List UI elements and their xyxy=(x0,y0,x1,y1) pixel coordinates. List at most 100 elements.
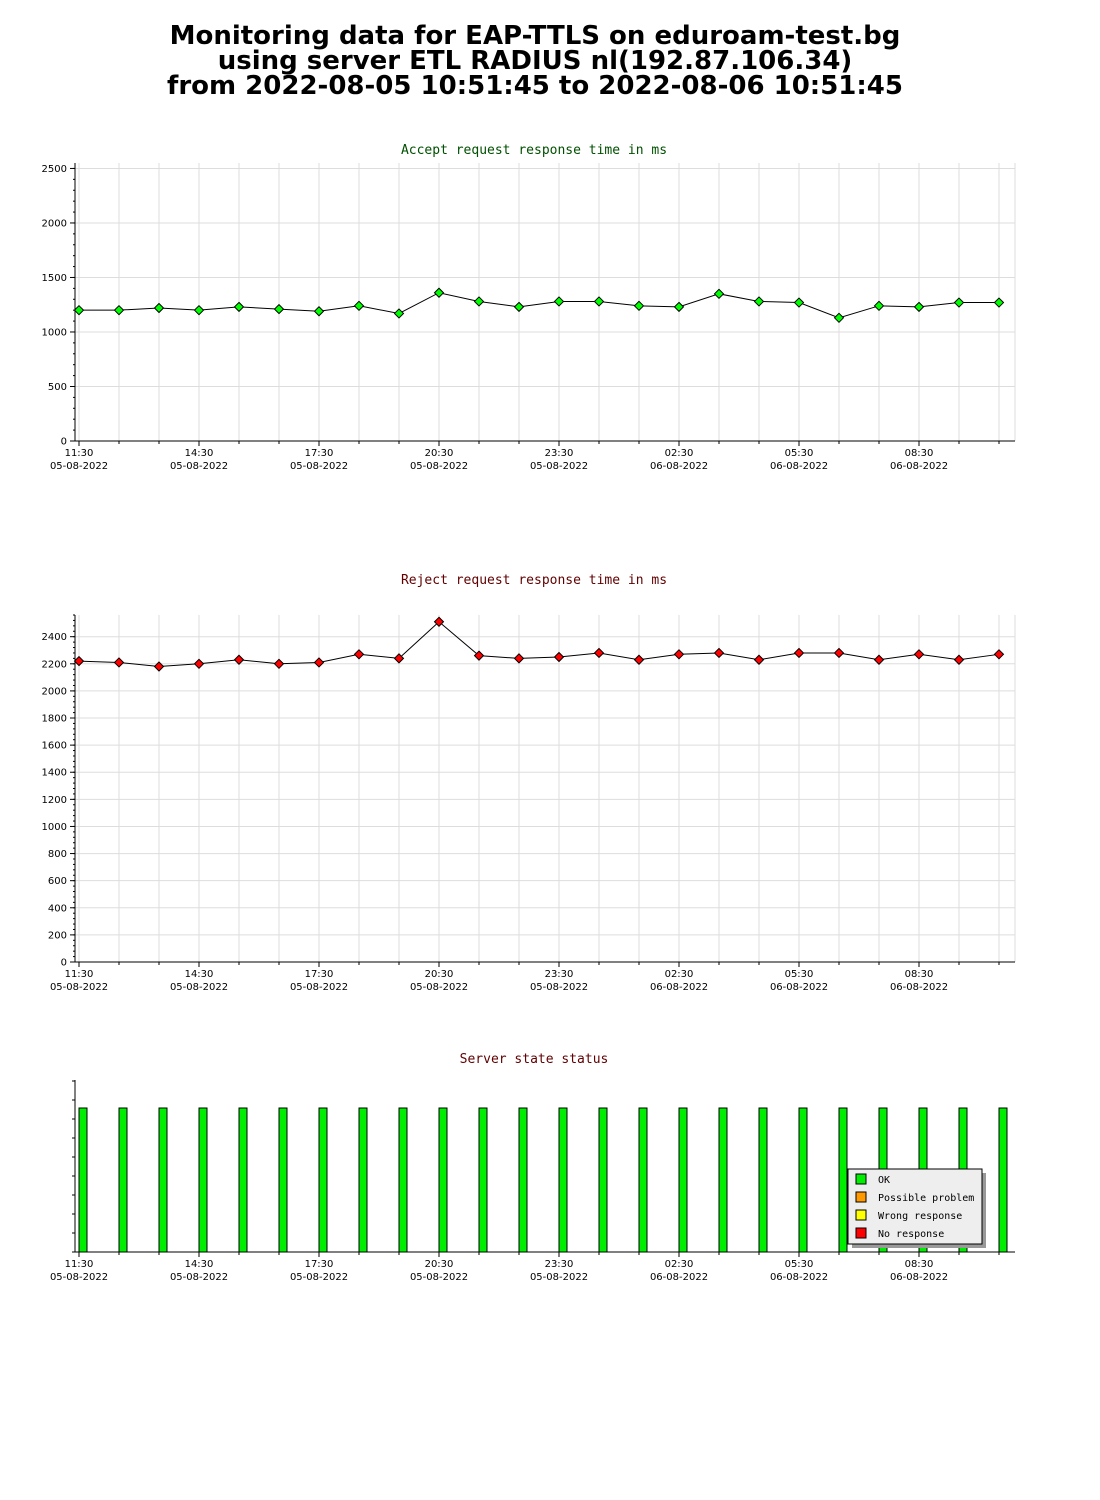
x-tick-date-label: 05-08-2022 xyxy=(170,982,228,993)
data-point-marker xyxy=(913,649,925,660)
x-tick-date-label: 06-08-2022 xyxy=(890,1272,948,1283)
data-point-marker xyxy=(353,649,365,660)
status-bar xyxy=(198,1107,208,1253)
x-tick-time-label: 11:30 xyxy=(65,969,94,980)
status-bar xyxy=(638,1107,648,1253)
x-tick-date-label: 05-08-2022 xyxy=(530,1272,588,1283)
x-tick-date-label: 05-08-2022 xyxy=(290,982,348,993)
reject-response-chart: 0 200 400 600 800 1000 1200 1400 1600 1800 2000 220… xyxy=(42,573,1016,993)
y-tick-label: 1800 xyxy=(42,714,67,725)
x-tick-date-label: 06-08-2022 xyxy=(770,982,828,993)
y-tick-label: 800 xyxy=(48,849,67,860)
y-tick-label: 400 xyxy=(48,903,67,914)
status-bar xyxy=(398,1107,408,1253)
chart-title: Reject request response time in ms xyxy=(401,573,667,588)
data-point-marker xyxy=(73,304,85,316)
data-point-marker xyxy=(913,301,925,313)
x-tick-time-label: 14:30 xyxy=(185,1259,214,1270)
x-tick-time-label: 20:30 xyxy=(425,448,454,459)
data-point-marker xyxy=(433,287,445,298)
x-tick-date-label: 05-08-2022 xyxy=(170,461,228,472)
x-tick-time-label: 08:30 xyxy=(905,969,934,980)
x-tick-time-label: 05:30 xyxy=(785,1259,814,1270)
y-tick-label: 1200 xyxy=(42,795,67,806)
legend-label: Possible problem xyxy=(878,1193,974,1204)
status-bar xyxy=(158,1107,168,1253)
legend-swatch xyxy=(855,1191,867,1203)
data-point-marker xyxy=(793,647,805,659)
header-line-3: from 2022-08-05 10:51:45 to 2022-08-06 1… xyxy=(167,71,903,101)
status-bar xyxy=(278,1107,288,1253)
x-tick-time-label: 08:30 xyxy=(905,448,934,459)
x-tick-date-label: 06-08-2022 xyxy=(890,982,948,993)
data-point-marker xyxy=(833,647,845,659)
y-tick-label: 2200 xyxy=(42,659,67,670)
data-point-marker xyxy=(953,654,965,665)
status-legend: OK Possible problem Wrong response No respo… xyxy=(847,1168,986,1248)
legend-swatch xyxy=(855,1173,867,1185)
legend-label: No response xyxy=(878,1229,944,1240)
data-point-marker xyxy=(113,304,125,316)
chart-title: Accept request response time in ms xyxy=(401,143,667,158)
x-tick-date-label: 06-08-2022 xyxy=(650,1272,708,1283)
legend-label: OK xyxy=(878,1175,890,1186)
x-tick-date-label: 05-08-2022 xyxy=(530,461,588,472)
status-bar xyxy=(758,1107,768,1253)
data-point-marker xyxy=(513,653,525,664)
data-point-marker xyxy=(953,297,965,308)
x-tick-date-label: 05-08-2022 xyxy=(530,982,588,993)
x-tick-time-label: 08:30 xyxy=(905,1259,934,1270)
data-point-marker xyxy=(153,661,165,672)
data-point-marker xyxy=(393,308,405,319)
x-tick-time-label: 02:30 xyxy=(665,448,694,459)
status-bar xyxy=(478,1107,488,1253)
data-point-marker xyxy=(713,288,725,300)
y-tick-label: 0 xyxy=(61,437,67,448)
y-tick-label: 1000 xyxy=(42,327,67,338)
chart-title: Server state status xyxy=(460,1052,609,1067)
x-tick-date-label: 06-08-2022 xyxy=(770,1272,828,1283)
data-point-marker xyxy=(473,296,485,307)
y-tick-label: 600 xyxy=(48,876,67,887)
x-tick-time-label: 05:30 xyxy=(785,969,814,980)
x-tick-date-label: 06-08-2022 xyxy=(890,461,948,472)
x-tick-time-label: 23:30 xyxy=(545,448,574,459)
data-point-marker xyxy=(633,300,645,312)
x-tick-date-label: 06-08-2022 xyxy=(650,982,708,993)
data-point-marker xyxy=(313,306,325,317)
data-point-marker xyxy=(153,302,165,314)
x-tick-time-label: 17:30 xyxy=(305,448,334,459)
data-point-marker xyxy=(873,654,885,665)
y-tick-label: 2500 xyxy=(42,164,67,175)
data-point-marker xyxy=(193,658,205,670)
y-tick-label: 2000 xyxy=(42,218,67,229)
data-point-marker xyxy=(193,304,205,316)
y-tick-label: 0 xyxy=(61,958,67,969)
data-point-marker xyxy=(593,647,605,659)
data-point-marker xyxy=(713,647,725,659)
status-bar xyxy=(598,1107,608,1253)
data-point-marker xyxy=(993,649,1005,660)
legend-label: Wrong response xyxy=(878,1211,962,1222)
x-tick-date-label: 06-08-2022 xyxy=(770,461,828,472)
status-bar xyxy=(718,1107,728,1253)
status-bar xyxy=(358,1107,368,1253)
status-bar xyxy=(518,1107,528,1253)
x-tick-date-label: 05-08-2022 xyxy=(410,1272,468,1283)
header-line-1: Monitoring data for EAP-TTLS on eduroam-… xyxy=(169,21,901,51)
data-point-marker xyxy=(353,300,365,312)
y-tick-label: 1500 xyxy=(42,273,67,284)
x-tick-date-label: 06-08-2022 xyxy=(650,461,708,472)
data-point-marker xyxy=(833,312,845,324)
x-tick-date-label: 05-08-2022 xyxy=(50,982,108,993)
data-point-marker xyxy=(793,297,805,308)
data-point-marker xyxy=(593,296,605,307)
x-tick-date-label: 05-08-2022 xyxy=(50,1272,108,1283)
data-point-marker xyxy=(233,301,245,313)
data-point-marker xyxy=(313,657,325,668)
x-tick-time-label: 02:30 xyxy=(665,1259,694,1270)
x-tick-time-label: 11:30 xyxy=(65,448,94,459)
data-point-marker xyxy=(473,650,485,661)
data-point-marker xyxy=(673,649,685,660)
